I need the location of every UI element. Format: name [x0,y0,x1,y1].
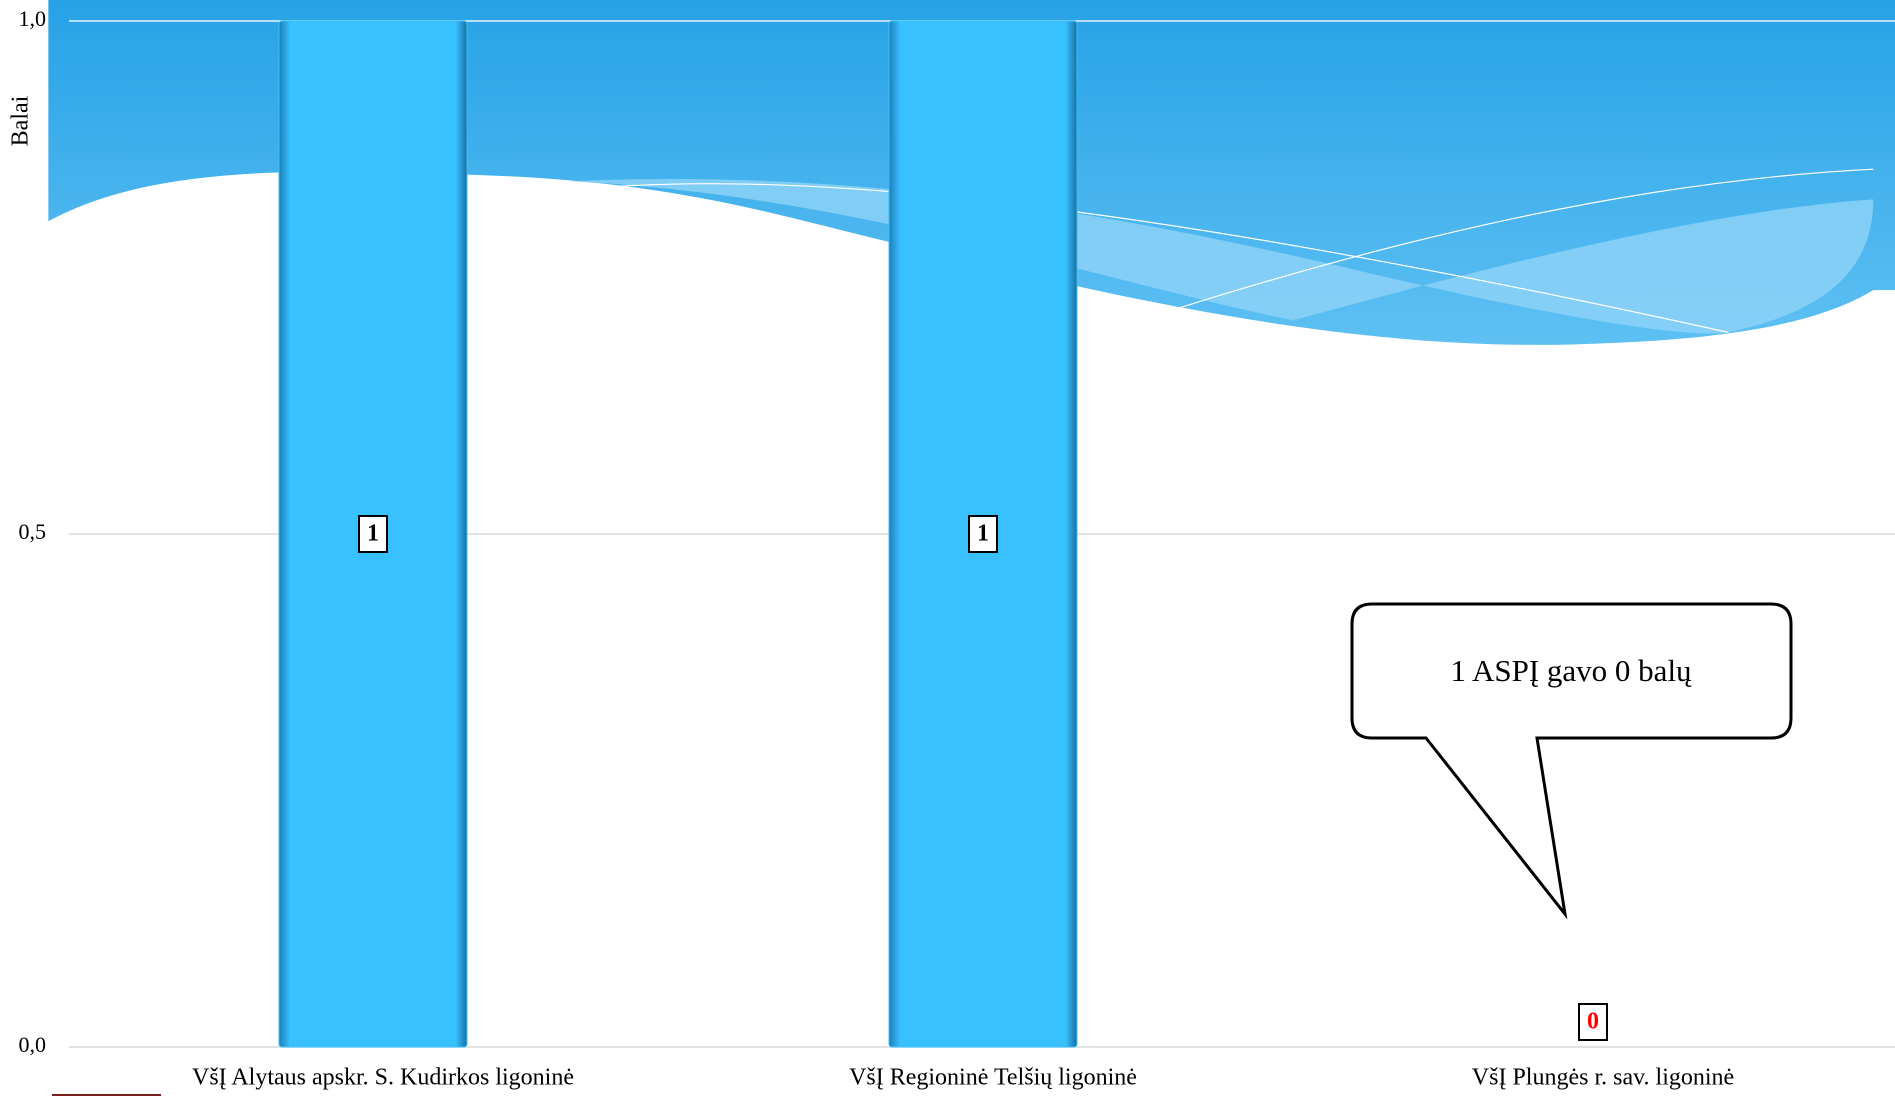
y-tick-label: 1,0 [19,6,47,31]
x-tick-label: VšĮ Plungės r. sav. ligoninė [1472,1065,1734,1091]
data-label: 1 [367,521,379,547]
data-label: 1 [977,521,989,547]
callout: 1 ASPĮ gavo 0 balų [1350,602,1793,920]
x-tick-label: VšĮ Regioninė Telšių ligoninė [849,1065,1137,1091]
data-label: 0 [1587,1009,1599,1035]
data-label-box [968,515,998,553]
data-label-box [358,515,388,553]
y-axis-label: Balai [8,95,34,146]
data-label-box [1578,1003,1608,1041]
y-tick-label: 0,0 [19,1032,47,1057]
x-tick-label: VšĮ Alytaus apskr. S. Kudirkos ligoninė [192,1065,574,1091]
annotation: 1 ASPĮ gavo 0 balų [1450,653,1692,688]
y-tick-label: 0,5 [19,519,47,544]
